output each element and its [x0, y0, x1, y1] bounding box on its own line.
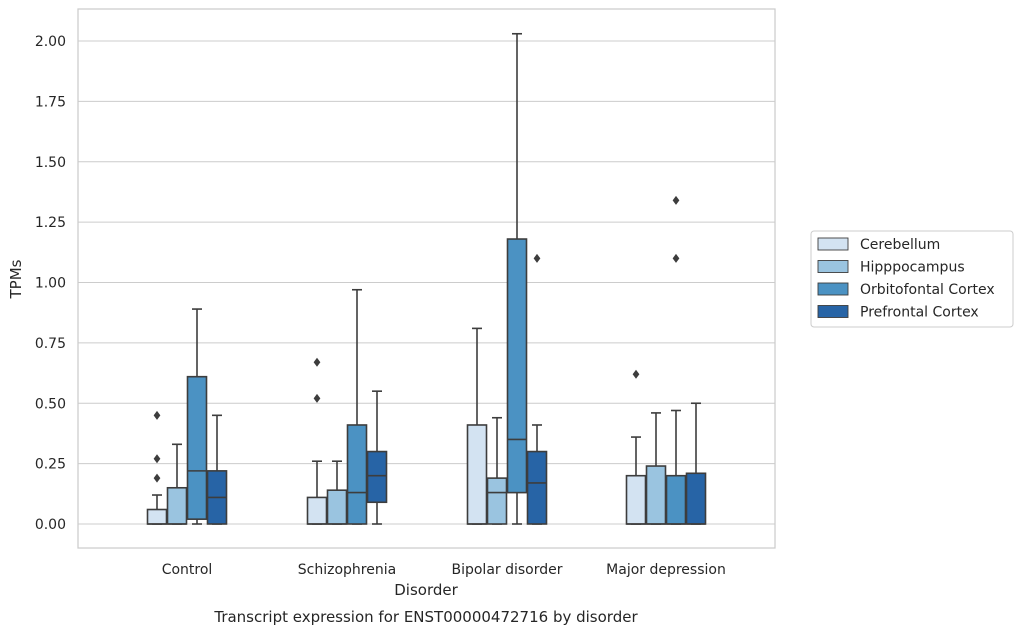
outlier-point [153, 454, 161, 464]
y-tick-label: 0.25 [35, 457, 66, 473]
outlier-point [672, 195, 680, 205]
box-iqr [645, 465, 667, 525]
box-prefrontal-cortex-0 [206, 414, 228, 525]
box-layer [146, 32, 707, 525]
box-cerebellum-2 [466, 327, 488, 525]
box-iqr [166, 486, 188, 525]
box-hipppocampus-0 [166, 443, 188, 525]
legend-label: Orbitofontal Cortex [860, 282, 995, 298]
chart-caption: Transcript expression for ENST0000047271… [213, 608, 638, 626]
box-prefrontal-cortex-1 [366, 390, 388, 525]
legend-swatch [817, 282, 849, 296]
legend-label: Prefrontal Cortex [860, 305, 979, 321]
outlier-point [153, 473, 161, 483]
x-tick-label: Control [162, 562, 213, 578]
box-iqr [326, 489, 348, 525]
box-iqr [466, 424, 488, 525]
plot-frame [77, 8, 776, 549]
outlier-point [313, 393, 321, 403]
box-cerebellum-1 [306, 357, 328, 525]
box-iqr [665, 474, 687, 525]
outlier-point [313, 357, 321, 367]
y-tick-label: 1.25 [35, 215, 66, 231]
x-tick-labels: Control Schizophrenia Bipolar disorder Majo… [162, 562, 726, 578]
box-orbitofontal-cortex-2 [506, 32, 528, 525]
y-tick-label: 1.50 [35, 155, 66, 171]
outlier-point [533, 253, 541, 263]
box-orbitofontal-cortex-3 [665, 195, 687, 525]
legend-swatch [817, 237, 849, 251]
y-tick-label: 0.75 [35, 336, 66, 352]
y-tick-label: 2.00 [35, 34, 66, 50]
plot-area [78, 9, 775, 548]
box-hipppocampus-2 [486, 416, 508, 525]
box-iqr [506, 238, 528, 494]
legend: Cerebellum Hipppocampus Orbitofontal Corte… [810, 230, 1014, 328]
legend-swatch [817, 260, 849, 273]
legend-swatch [817, 305, 849, 318]
box-iqr [625, 474, 647, 525]
legend-label: Cerebellum [860, 237, 940, 253]
box-prefrontal-cortex-2 [526, 253, 548, 525]
box-iqr [146, 508, 168, 525]
outlier-point [672, 253, 680, 263]
y-tick-label: 1.00 [35, 276, 66, 292]
x-tick-label: Bipolar disorder [451, 562, 562, 578]
outlier-point [632, 369, 640, 379]
box-hipppocampus-3 [645, 412, 667, 525]
box-iqr [685, 472, 707, 525]
box-hipppocampus-1 [326, 460, 348, 525]
outlier-point [153, 410, 161, 420]
x-tick-label: Schizophrenia [298, 562, 396, 578]
y-tick-label: 1.75 [35, 94, 66, 110]
box-cerebellum-3 [625, 369, 647, 525]
x-tick-label: Major depression [606, 562, 726, 578]
legend-frame [810, 230, 1014, 328]
box-iqr [306, 496, 328, 525]
box-orbitofontal-cortex-1 [346, 288, 368, 525]
box-iqr [486, 477, 508, 525]
box-iqr [366, 450, 388, 504]
box-iqr [526, 450, 548, 525]
box-cerebellum-0 [146, 410, 168, 525]
y-tick-label: 0.50 [35, 396, 66, 412]
y-tick-label: 0.00 [35, 517, 66, 533]
box-iqr [186, 375, 208, 520]
y-tick-labels: 0.00 0.25 0.50 0.75 1.00 1.25 1.50 1.75 2.00 [35, 34, 66, 533]
box-iqr [346, 424, 368, 525]
box-orbitofontal-cortex-0 [186, 308, 208, 525]
box-prefrontal-cortex-3 [685, 402, 707, 525]
x-axis-label: Disorder [394, 581, 458, 599]
legend-label: Hipppocampus [860, 260, 965, 276]
y-axis-label: TPMs [7, 259, 25, 299]
